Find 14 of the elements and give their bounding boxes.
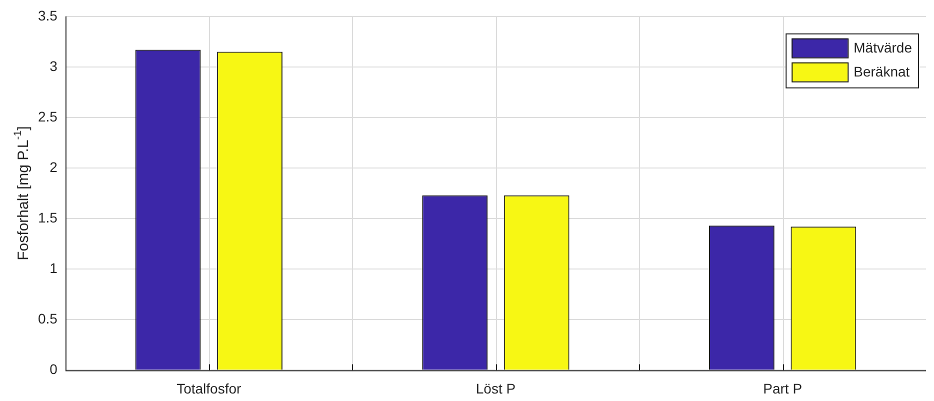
x-tick-label: Löst P xyxy=(476,380,516,396)
y-tick-label: 3 xyxy=(50,58,58,74)
legend-label: Mätvärde xyxy=(854,39,912,56)
y-tick-label: 1.5 xyxy=(38,209,58,226)
y-tick-label: 2.5 xyxy=(38,108,58,124)
y-tick-label: 1 xyxy=(50,260,58,276)
y-tick-label: 2 xyxy=(50,158,58,175)
y-tick-label: 0 xyxy=(50,361,58,378)
x-tick-label: Totalfosfor xyxy=(176,380,242,396)
y-tick-label: 3.5 xyxy=(38,7,58,24)
legend-label: Beräknat xyxy=(854,63,910,80)
x-tick-label: Part P xyxy=(763,380,802,396)
y-axis-title: Fosforhalt [mg P.L-1] xyxy=(12,126,32,260)
y-tick-label: 0.5 xyxy=(38,310,58,327)
